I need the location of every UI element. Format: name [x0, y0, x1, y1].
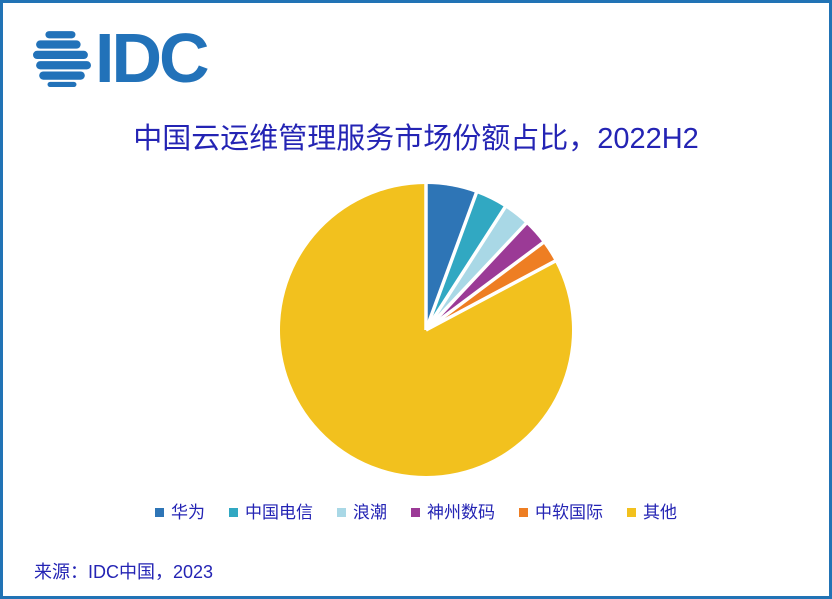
legend-item-4: 中软国际: [519, 504, 603, 521]
legend-swatch-4: [519, 508, 528, 517]
legend-label-2: 浪潮: [353, 503, 387, 522]
legend-label-1: 中国电信: [245, 503, 313, 522]
legend-swatch-5: [627, 508, 636, 517]
legend-swatch-3: [411, 508, 420, 517]
legend-item-0: 华为: [155, 504, 205, 521]
slice-gap-4: [424, 240, 546, 332]
legend-label-0: 华为: [171, 503, 205, 522]
legend-item-2: 浪潮: [337, 504, 387, 521]
pie-slice-2: [426, 207, 526, 330]
legend-swatch-2: [337, 508, 346, 517]
legend-item-1: 中国电信: [229, 504, 313, 521]
legend-label-5: 其他: [643, 503, 677, 522]
slice-gap-3: [424, 220, 529, 332]
slice-gap-5: [425, 258, 558, 332]
idc-globe-icon: [33, 31, 91, 87]
source-note: 来源：IDC中国，2023: [34, 562, 214, 582]
legend: 华为 中国电信 浪潮 神州数码 中软国际 其他: [3, 504, 829, 521]
idc-logo: IDC: [33, 19, 210, 97]
idc-logo-text: IDC: [95, 19, 210, 97]
legend-item-5: 其他: [627, 504, 677, 521]
legend-swatch-1: [229, 508, 238, 517]
chart-title: 中国云运维管理服务市场份额占比，2022H2: [133, 123, 699, 155]
pie-svg: [279, 182, 572, 476]
pie-slice-4: [426, 242, 555, 330]
legend-swatch-0: [155, 508, 164, 517]
pie-chart: [274, 178, 578, 482]
legend-label-4: 中软国际: [535, 503, 603, 522]
slice-gap-2: [424, 204, 508, 331]
legend-label-3: 神州数码: [427, 503, 495, 522]
pie-slice-1: [426, 192, 506, 330]
pie-slice-3: [426, 223, 544, 330]
slice-gap-1: [424, 190, 479, 331]
legend-item-3: 神州数码: [411, 504, 495, 521]
